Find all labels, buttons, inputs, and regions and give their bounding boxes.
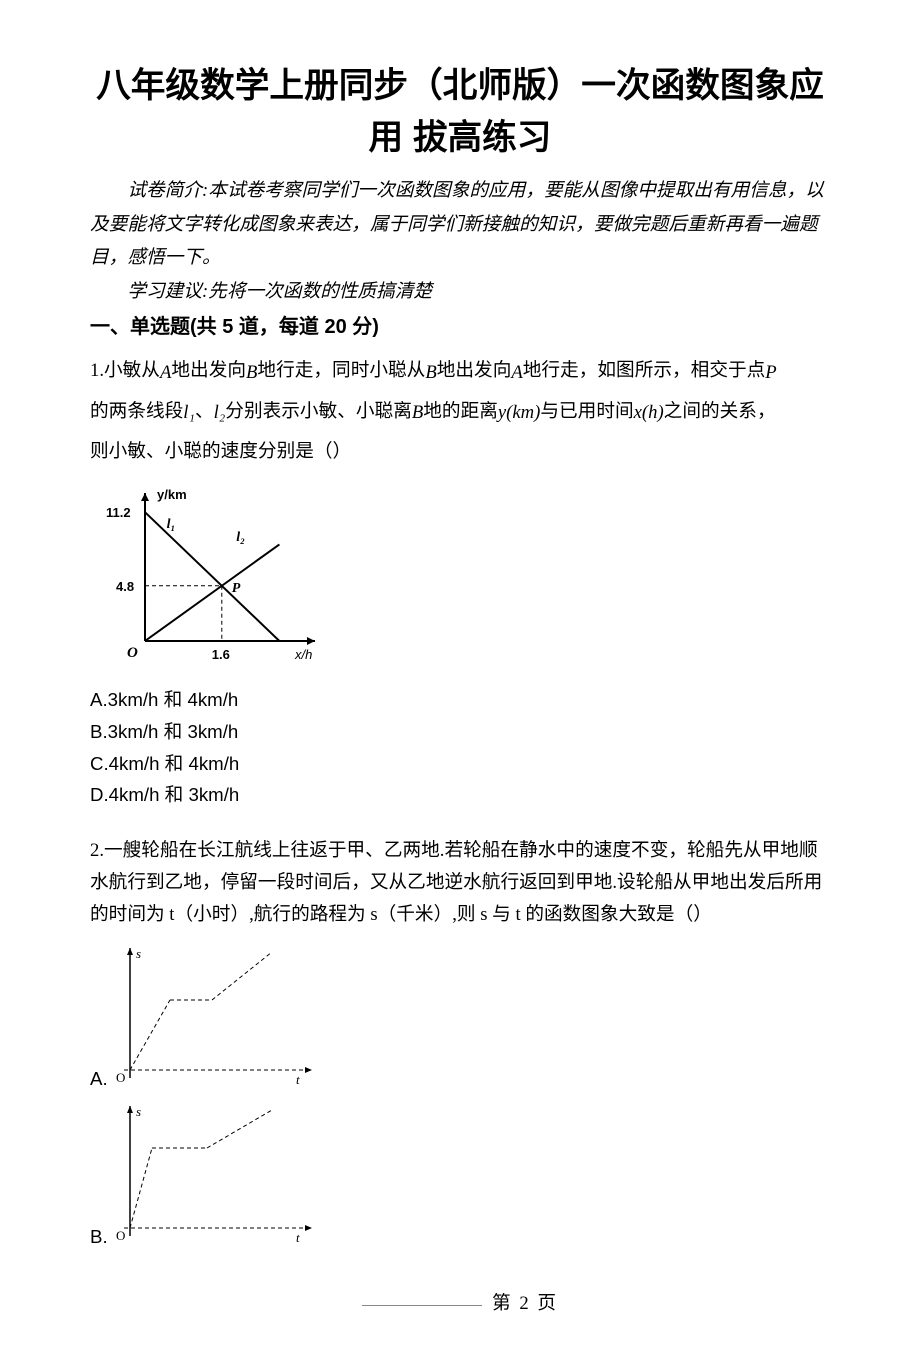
q1-option-d: D.4km/h 和 3km/h <box>90 779 830 811</box>
svg-text:t: t <box>296 1230 300 1245</box>
exam-intro: 试卷简介:本试卷考察同学们一次函数图象的应用，要能从图像中提取出有用信息，以及要… <box>90 174 830 275</box>
var-A-2: A <box>511 353 522 392</box>
q1-line3: 则小敏、小聪的速度分别是（） <box>90 441 351 462</box>
q2-option-a-row: A. s Ot <box>90 940 830 1090</box>
svg-text:4.8: 4.8 <box>116 579 134 594</box>
svg-text:l₁: l₁ <box>167 517 176 532</box>
q2-graph-b: s Ot <box>112 1098 322 1248</box>
section-heading: 一、单选题(共 5 道，每道 20 分) <box>90 310 830 339</box>
title-line-2: 用 拔高练习 <box>90 112 830 164</box>
footer-rule <box>362 1305 482 1306</box>
q1-line2f: 之间的关系， <box>664 401 776 422</box>
var-ykm: y(km) <box>498 393 540 432</box>
var-xh: x(h) <box>634 393 664 432</box>
svg-text:O: O <box>127 645 138 661</box>
var-B: B <box>246 353 257 392</box>
svg-text:O: O <box>116 1070 125 1085</box>
svg-text:y/km: y/km <box>157 487 187 502</box>
svg-text:t: t <box>296 1072 300 1087</box>
svg-text:O: O <box>116 1228 125 1243</box>
question-1: 1.小敏从A地出发向B地行走，同时小聪从B地出发向A地行走，如图所示，相交于点P… <box>90 351 830 471</box>
q1-line2b: 、 <box>195 401 214 422</box>
var-P: P <box>765 353 776 392</box>
q1-option-c: C.4km/h 和 4km/h <box>90 748 830 780</box>
var-B-2: B <box>425 353 436 392</box>
svg-text:s: s <box>136 1104 141 1119</box>
q1-line2a: 的两条线段 <box>90 401 183 422</box>
q1-option-a: A.3km/h 和 4km/h <box>90 684 830 716</box>
q1-seg-a3: 地出发向 <box>437 360 512 381</box>
page-title: 八年级数学上册同步（北师版）一次函数图象应 用 拔高练习 <box>90 60 830 164</box>
q1-line2c: 分别表示小敏、小聪离 <box>225 401 412 422</box>
svg-text:11.2: 11.2 <box>106 505 131 520</box>
q2-option-a-label: A. <box>90 1068 108 1090</box>
q2-graph-a: s Ot <box>112 940 322 1090</box>
var-B-3: B <box>412 393 423 432</box>
svg-text:1.6: 1.6 <box>212 647 230 662</box>
question-2: 2.一艘轮船在长江航线上往返于甲、乙两地.若轮船在静水中的速度不变，轮船先从甲地… <box>90 835 830 930</box>
q1-graph: y/km 11.2 4.8 1.6 Ox/h l₁ l₂ P <box>90 481 830 676</box>
svg-text:s: s <box>136 946 141 961</box>
var-A: A <box>160 353 171 392</box>
svg-text:x/h: x/h <box>294 647 312 662</box>
svg-text:l₂: l₂ <box>236 530 245 545</box>
svg-text:P: P <box>232 581 241 596</box>
q1-option-b: B.3km/h 和 3km/h <box>90 716 830 748</box>
study-suggestion: 学习建议:先将一次函数的性质搞清楚 <box>90 275 830 309</box>
q1-line2d: 地的距离 <box>423 401 498 422</box>
q1-text-prefix: 1.小敏从 <box>90 360 160 381</box>
q1-seg-a2: 地行走，同时小聪从 <box>257 360 425 381</box>
q1-options: A.3km/h 和 4km/h B.3km/h 和 3km/h C.4km/h … <box>90 684 830 811</box>
q1-seg-a1: 地出发向 <box>171 360 246 381</box>
q2-option-b-label: B. <box>90 1226 108 1248</box>
q2-option-b-row: B. s Ot <box>90 1098 830 1248</box>
var-l1: l₁ <box>183 393 195 432</box>
q1-seg-a4: 地行走，如图所示，相交于点 <box>523 360 766 381</box>
title-line-1: 八年级数学上册同步（北师版）一次函数图象应 <box>90 60 830 112</box>
q1-line2e: 与已用时间 <box>540 401 633 422</box>
var-l2: l₂ <box>214 393 226 432</box>
page-number: 第 2 页 <box>492 1293 558 1314</box>
